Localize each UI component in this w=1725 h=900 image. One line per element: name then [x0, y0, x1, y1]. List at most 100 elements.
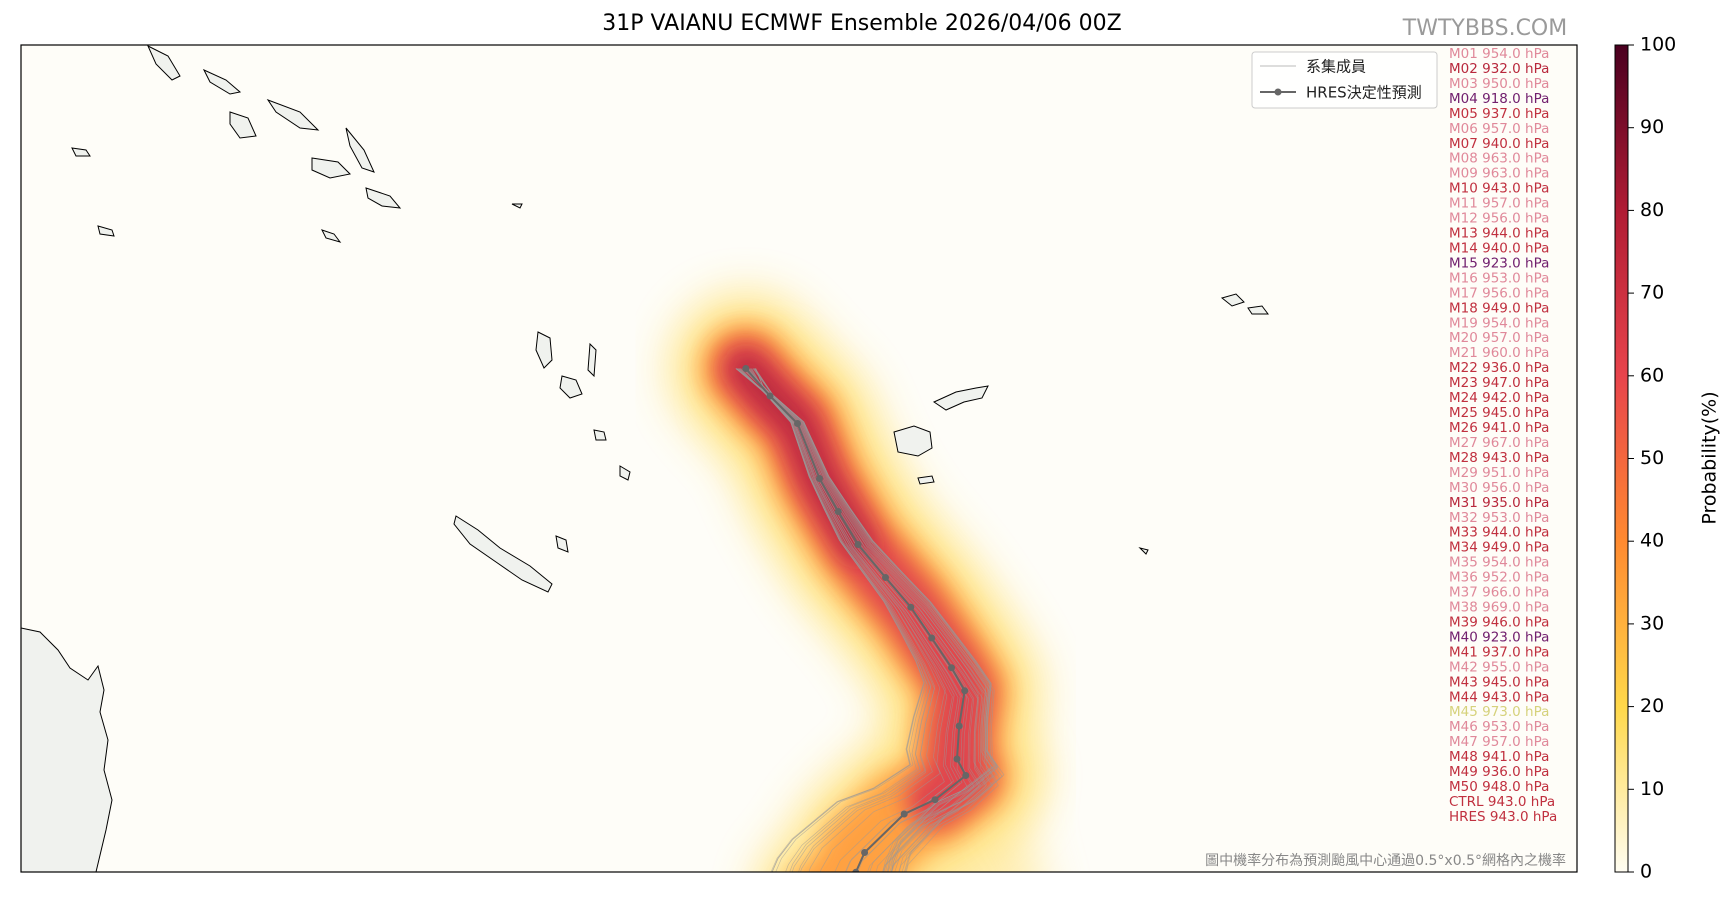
member-pressure: M11 957.0 hPa — [1449, 196, 1549, 212]
member-track — [736, 368, 988, 872]
hres-point — [882, 574, 889, 581]
member-pressure: M43 945.0 hPa — [1449, 674, 1549, 690]
colorbar-label: Probability(%) — [1699, 391, 1721, 524]
member-pressure: M12 956.0 hPa — [1449, 211, 1549, 227]
hres-point — [955, 722, 963, 730]
member-track — [750, 368, 936, 872]
member-pressure: M30 956.0 hPa — [1449, 480, 1549, 496]
member-pressure: M26 941.0 hPa — [1449, 420, 1549, 436]
member-pressure: M38 969.0 hPa — [1449, 600, 1549, 616]
member-track — [741, 368, 997, 872]
member-pressure: M03 950.0 hPa — [1449, 76, 1549, 92]
member-pressure: M21 960.0 hPa — [1449, 345, 1549, 361]
watermark: TWTYBBS.COM — [1402, 16, 1567, 41]
member-pressure: HRES 943.0 hPa — [1449, 809, 1557, 825]
member-pressure: M23 947.0 hPa — [1449, 375, 1549, 391]
member-pressure: M47 957.0 hPa — [1449, 734, 1549, 750]
legend-hres-marker — [1274, 88, 1282, 96]
member-track — [745, 368, 994, 872]
member-pressure: M08 963.0 hPa — [1449, 151, 1549, 167]
member-track — [740, 368, 955, 872]
member-pressure: M35 954.0 hPa — [1449, 555, 1549, 571]
member-pressure: M04 918.0 hPa — [1449, 91, 1549, 107]
colorbar-tick-label: 80 — [1640, 199, 1664, 221]
member-track — [748, 368, 941, 872]
colorbar-tick-label: 0 — [1640, 861, 1652, 883]
member-pressure: M41 937.0 hPa — [1449, 644, 1549, 660]
member-track — [735, 368, 993, 872]
hres-point — [766, 392, 774, 400]
hres-point — [948, 664, 955, 672]
legend-box — [1251, 51, 1438, 109]
hres-point — [861, 849, 869, 856]
member-pressure: M16 953.0 hPa — [1449, 270, 1549, 286]
member-pressure: M09 963.0 hPa — [1449, 166, 1549, 182]
hres-point — [907, 603, 915, 611]
member-pressure: CTRL 943.0 hPa — [1449, 794, 1555, 810]
member-track — [743, 368, 1000, 872]
member-pressure: M46 953.0 hPa — [1449, 719, 1549, 735]
member-pressure: M39 946.0 hPa — [1449, 614, 1549, 630]
colorbar-tick-label: 50 — [1640, 447, 1664, 469]
member-pressure: M49 936.0 hPa — [1449, 764, 1549, 780]
hres-point — [953, 755, 961, 763]
colorbar-tick-label: 60 — [1640, 364, 1664, 386]
member-pressure: M20 957.0 hPa — [1449, 330, 1549, 346]
member-pressure: M44 943.0 hPa — [1449, 689, 1549, 705]
member-pressure: M36 952.0 hPa — [1449, 570, 1549, 586]
member-pressure: M40 923.0 hPa — [1449, 629, 1549, 645]
member-track — [755, 368, 997, 872]
colorbar-tick-label: 20 — [1640, 695, 1664, 717]
member-pressure: M48 941.0 hPa — [1449, 749, 1549, 765]
colorbar-tick-label: 70 — [1640, 282, 1664, 304]
footnote: 圖中機率分布為預測颱風中心通過0.5°x0.5°網格內之機率 — [1205, 852, 1566, 869]
member-track — [755, 368, 927, 872]
member-pressure: M32 953.0 hPa — [1449, 510, 1549, 526]
member-track — [742, 368, 985, 872]
member-pressure: M05 937.0 hPa — [1449, 106, 1549, 122]
member-pressure: M28 943.0 hPa — [1449, 450, 1549, 466]
member-pressure: M33 944.0 hPa — [1449, 525, 1549, 541]
member-track — [747, 368, 946, 872]
member-pressure: M14 940.0 hPa — [1449, 240, 1549, 256]
member-track — [736, 368, 999, 872]
hres-point — [928, 634, 936, 642]
hres-point — [931, 796, 939, 804]
map-layer — [21, 45, 1269, 872]
hres-point — [816, 475, 823, 482]
member-pressure: M45 973.0 hPa — [1449, 704, 1549, 720]
member-pressure: M17 956.0 hPa — [1449, 285, 1549, 301]
hres-point — [852, 868, 860, 872]
member-pressure: M50 948.0 hPa — [1449, 779, 1549, 795]
hres-point — [900, 810, 908, 818]
member-pressure: M02 932.0 hPa — [1449, 61, 1549, 77]
hres-point — [854, 541, 862, 548]
member-pressure: M27 967.0 hPa — [1449, 435, 1549, 451]
land — [21, 45, 1269, 872]
legend: 系集成員 HRES決定性預測 — [1251, 51, 1438, 109]
member-pressure: M18 949.0 hPa — [1449, 300, 1549, 316]
member-pressure: M10 943.0 hPa — [1449, 181, 1549, 197]
hres-point — [961, 687, 969, 695]
legend-label: HRES決定性預測 — [1306, 84, 1422, 102]
member-track — [738, 368, 953, 872]
member-pressure: M13 944.0 hPa — [1449, 226, 1549, 242]
legend-label: 系集成員 — [1306, 58, 1366, 76]
colorbar — [1614, 44, 1629, 873]
hres-point — [742, 365, 750, 372]
map-frame — [20, 44, 1578, 873]
member-pressure: M22 936.0 hPa — [1449, 360, 1549, 376]
colorbar-ticks: 0 10 20 30 40 50 60 70 80 90 100 — [1628, 34, 1676, 883]
member-pressure: M01 954.0 hPa — [1449, 46, 1549, 62]
member-track — [743, 368, 990, 872]
member-track — [748, 368, 935, 872]
hres-track — [742, 365, 970, 872]
member-pressure: M31 935.0 hPa — [1449, 495, 1549, 511]
colorbar-tick-label: 30 — [1640, 612, 1664, 634]
member-pressure: M42 955.0 hPa — [1449, 659, 1549, 675]
colorbar-tick-label: 40 — [1640, 530, 1664, 552]
member-pressure: M19 954.0 hPa — [1449, 315, 1549, 331]
member-pressure: M07 940.0 hPa — [1449, 136, 1549, 152]
